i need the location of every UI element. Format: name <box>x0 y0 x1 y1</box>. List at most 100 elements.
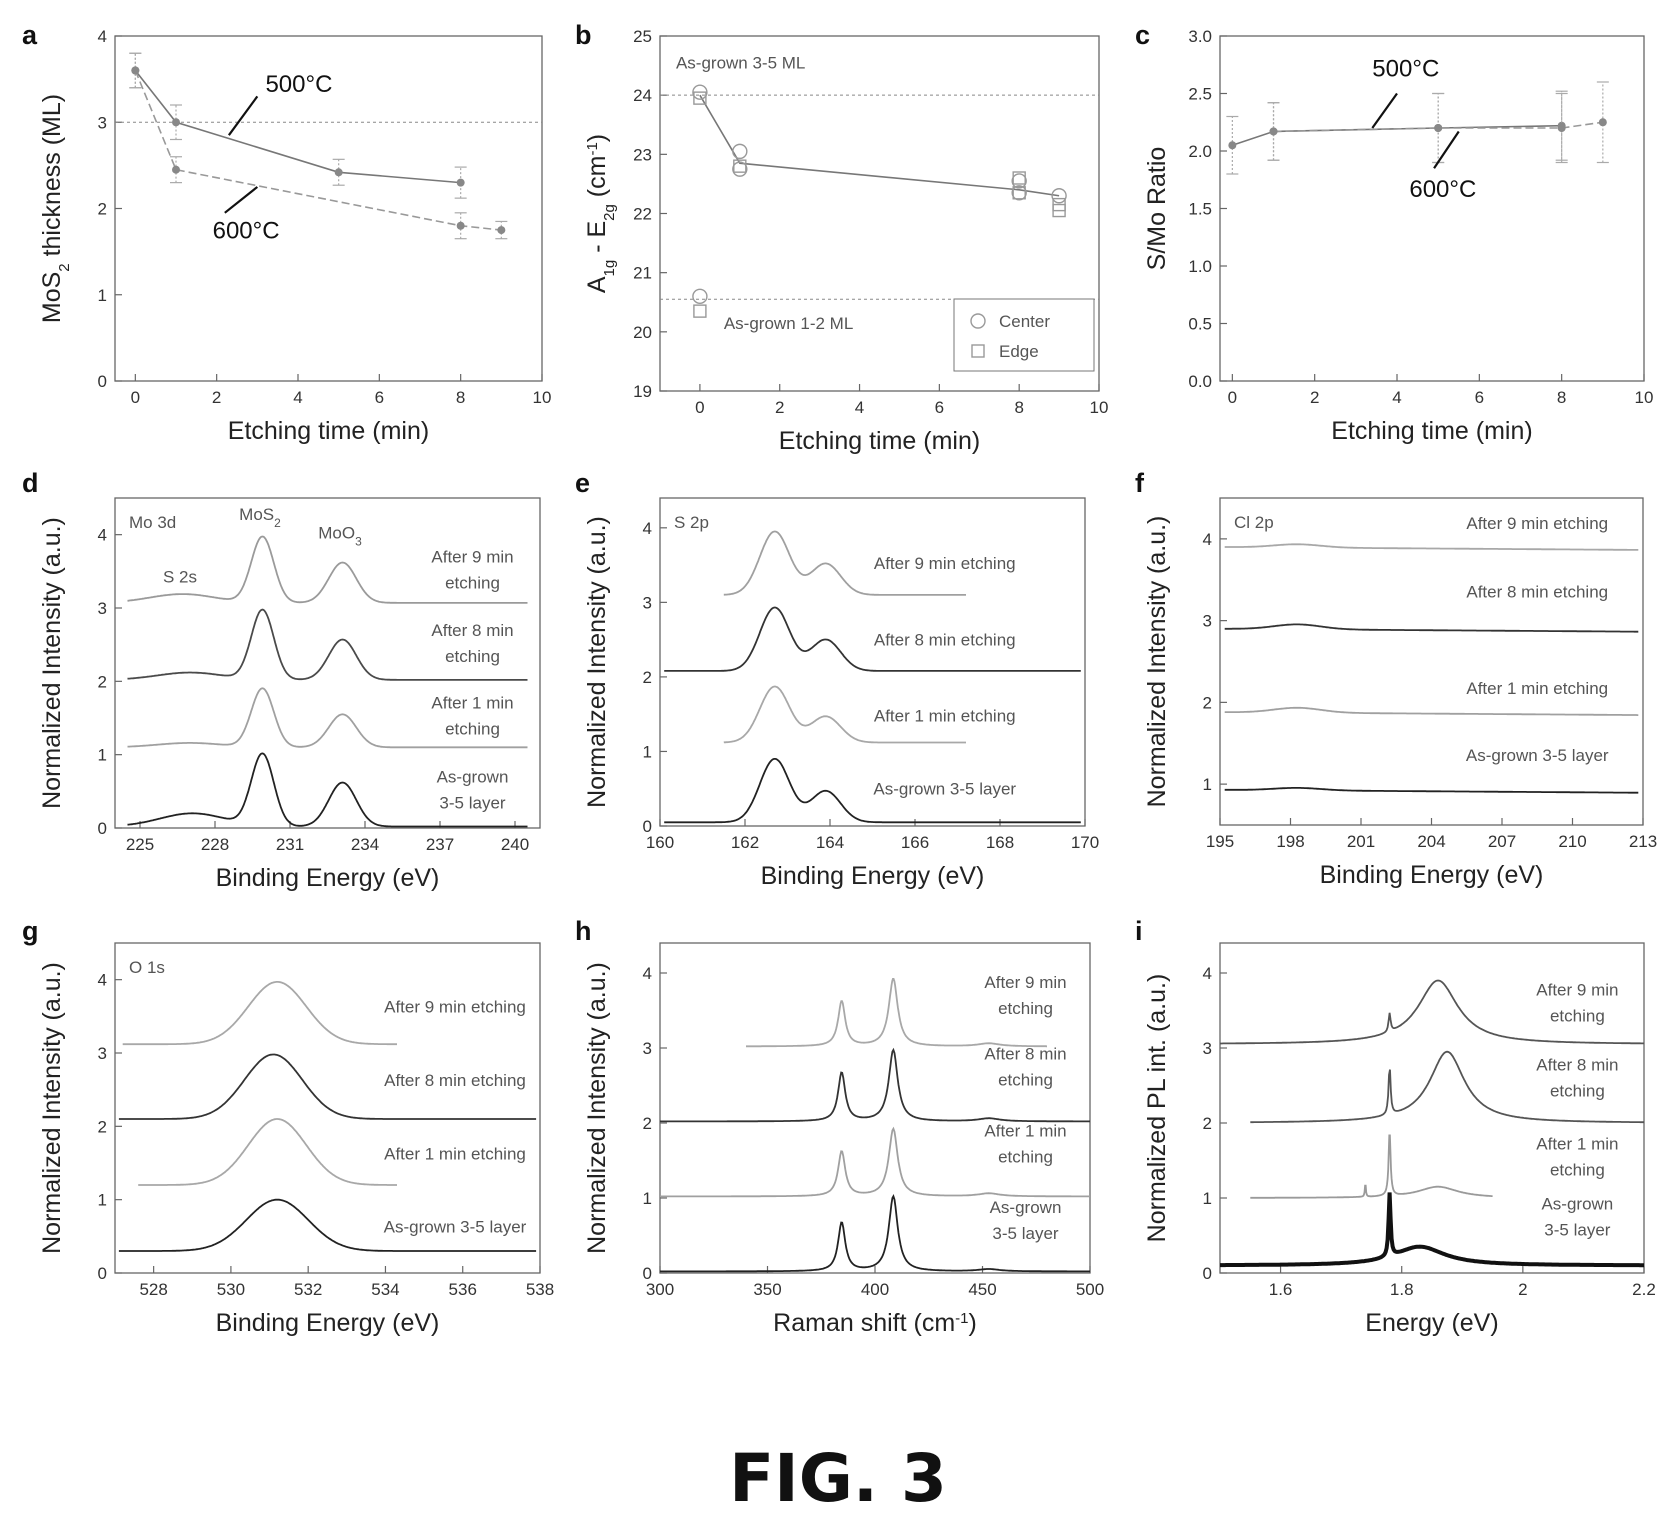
x-tick-label: 450 <box>968 1280 996 1299</box>
series-label: After 9 min <box>1536 981 1618 1000</box>
y-tick-label: 20 <box>633 323 652 342</box>
y-tick-label: 3 <box>643 593 652 612</box>
spectrum-line <box>1224 787 1639 794</box>
y-axis-label: A1g - E2g (cm-1) <box>583 134 618 293</box>
y-axis-label: Normalized Intensity (a.u.) <box>38 517 66 809</box>
series-label: As-grown 3-5 layer <box>873 780 1016 799</box>
panel-label: i <box>1135 916 1143 946</box>
spectrum-line <box>1220 979 1644 1045</box>
center-marker <box>1011 185 1027 201</box>
spectrum-line <box>1250 1134 1493 1199</box>
center-marker <box>732 143 748 160</box>
y-tick-label: 3 <box>98 1044 107 1063</box>
x-tick-label: 170 <box>1071 833 1099 852</box>
y-tick-label: 25 <box>633 27 652 46</box>
x-tick-label: 1.8 <box>1390 1280 1414 1299</box>
series-label: After 1 min etching <box>384 1144 526 1163</box>
series-label: After 9 min etching <box>384 998 526 1017</box>
x-tick-label: 4 <box>855 398 864 417</box>
x-tick-label: 2 <box>1518 1280 1527 1299</box>
data-point <box>456 178 465 187</box>
y-tick-label: 3 <box>98 599 107 618</box>
data-point <box>1434 124 1443 132</box>
data-point <box>1557 124 1566 132</box>
panel-h: h 300 350 400 450 500 0 1 2 3 4 Raman shift (cm-1) N… <box>575 916 1104 1337</box>
y-tick-label: 0 <box>98 372 107 391</box>
y-tick-label: 22 <box>633 205 652 224</box>
series-label: After 8 min etching <box>384 1071 526 1090</box>
x-tick-label: 6 <box>375 388 384 407</box>
series-label: 3-5 layer <box>1544 1220 1610 1239</box>
y-tick-label: 24 <box>633 86 652 105</box>
series-label: etching <box>1550 1160 1605 1179</box>
edge-marker <box>1012 171 1026 185</box>
x-tick-label: 168 <box>986 833 1014 852</box>
series-label: After 1 min etching <box>874 707 1016 726</box>
edge-marker <box>1052 203 1066 218</box>
x-tick-label: 0 <box>1228 388 1237 407</box>
y-tick-label: 2 <box>98 1117 107 1136</box>
panel-i: i 1.6 1.8 2 2.2 0 1 2 3 4 Energy (eV) Normalized PL… <box>1135 916 1656 1337</box>
center-marker <box>692 288 708 305</box>
plot-frame <box>114 497 541 829</box>
data-point <box>1228 141 1237 150</box>
plot-frame <box>1219 942 1645 1274</box>
y-tick-label: 4 <box>98 526 107 545</box>
x-tick-label: 500 <box>1076 1280 1104 1299</box>
y-axis-label: MoS2 thickness (ML) <box>38 94 73 323</box>
x-axis-label: Etching time (min) <box>779 427 980 455</box>
y-axis-label: Normalized Intensity (a.u.) <box>1143 516 1171 808</box>
x-tick-label: 195 <box>1206 832 1234 851</box>
panel-title: Cl 2p <box>1234 513 1274 532</box>
panel-label: a <box>22 20 38 50</box>
y-tick-label: 3 <box>1203 612 1212 631</box>
series-label: As-grown <box>1541 1194 1613 1213</box>
callout-line <box>224 186 259 214</box>
x-axis-label: Binding Energy (eV) <box>761 862 985 890</box>
x-tick-label: 201 <box>1347 832 1375 851</box>
spectrum-line <box>118 1053 537 1120</box>
data-point <box>497 226 506 235</box>
y-tick-label: 3 <box>643 1039 652 1058</box>
x-tick-label: 10 <box>1090 398 1109 417</box>
x-tick-label: 4 <box>1392 388 1401 407</box>
series-label: After 9 min <box>984 973 1066 992</box>
annotation: As-grown 3-5 ML <box>676 54 805 73</box>
y-tick-label: 1.0 <box>1188 257 1212 276</box>
panel-a: a 0 2 4 6 8 10 0 1 2 3 4 Etching time (min) MoS2 thic… <box>22 20 551 445</box>
legend-label: Center <box>999 312 1050 331</box>
y-tick-label: 4 <box>1203 530 1212 549</box>
y-tick-label: 0.5 <box>1188 315 1212 334</box>
panel-f: f 195 198 201 204 207 210 213 1 2 3 4 Binding Energy… <box>1135 468 1657 889</box>
x-tick-label: 6 <box>935 398 944 417</box>
x-axis-label: Binding Energy (eV) <box>216 1309 440 1337</box>
series-label: 3-5 layer <box>992 1224 1058 1243</box>
series-label: 500°C <box>265 71 332 98</box>
y-tick-label: 0 <box>98 1264 107 1283</box>
series-label: 600°C <box>1409 176 1476 203</box>
edge-marker <box>733 159 747 173</box>
panel-label: d <box>22 468 39 498</box>
data-point <box>1269 127 1278 136</box>
annotation: As-grown 1-2 ML <box>724 314 853 333</box>
series-label: etching <box>998 999 1053 1018</box>
panel-label: g <box>22 916 39 946</box>
series-label: After 8 min etching <box>874 631 1016 650</box>
spectrum-line <box>1250 1050 1644 1124</box>
series-label: etching <box>1550 1082 1605 1101</box>
x-tick-label: 0 <box>695 398 704 417</box>
callout-line <box>1433 130 1460 169</box>
series-label: 3-5 layer <box>439 794 505 813</box>
panel-c: c 0 2 4 6 8 10 0.0 0.5 1.0 1.5 2.0 2.5 3.0 Etching tim… <box>1135 20 1653 445</box>
x-tick-label: 207 <box>1488 832 1516 851</box>
y-tick-label: 1 <box>98 1191 107 1210</box>
y-tick-label: 2 <box>643 668 652 687</box>
series-label: etching <box>445 647 500 666</box>
data-point <box>172 165 180 174</box>
series-label: As-grown <box>437 768 509 787</box>
spectrum-line <box>1224 706 1639 716</box>
x-tick-label: 10 <box>533 388 552 407</box>
y-tick-label: 2 <box>643 1114 652 1133</box>
x-tick-label: 162 <box>731 833 759 852</box>
